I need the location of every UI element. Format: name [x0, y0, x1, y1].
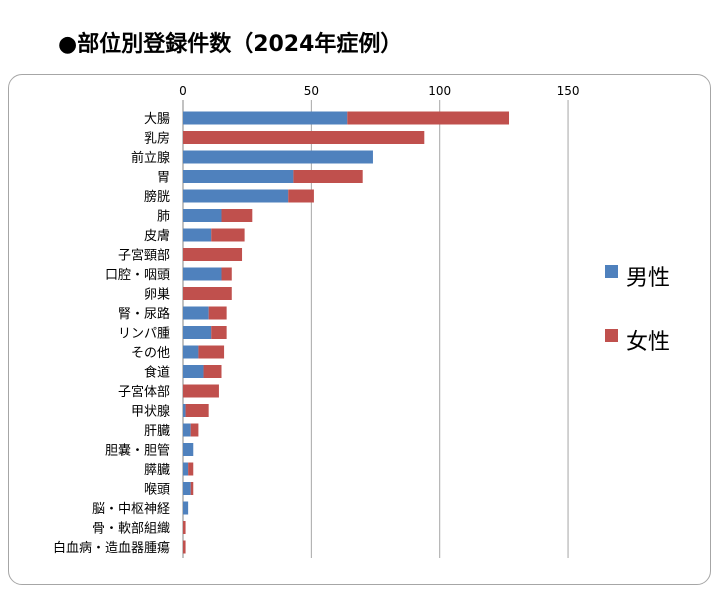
gridlines	[182, 100, 569, 558]
bar-female	[288, 189, 314, 203]
bar-male	[183, 150, 373, 164]
bar-female	[183, 287, 232, 300]
bar-female	[183, 540, 186, 554]
category-label: 子宮頸部	[118, 248, 170, 264]
x-tick-labels: 0 50 100 150	[179, 84, 579, 98]
bar-male	[183, 306, 209, 320]
bar-male	[183, 482, 191, 495]
x-tick-label: 50	[304, 84, 319, 98]
bar-female	[185, 404, 209, 417]
legend-label: 女性	[626, 330, 670, 355]
category-label: その他	[131, 346, 170, 361]
bar-male	[183, 423, 191, 437]
bar-male	[183, 170, 294, 183]
page-title: ●部位別登録件数（2024年症例）	[58, 32, 403, 57]
bar-female	[203, 365, 222, 378]
category-label: 肝臓	[144, 424, 170, 439]
category-label: 白血病・造血器腫瘍	[53, 540, 170, 556]
bar-female	[198, 345, 225, 359]
bar-male	[183, 326, 212, 339]
category-label: 喉頭	[144, 483, 170, 498]
bar-male	[183, 267, 222, 281]
category-label: 膵臓	[144, 463, 170, 478]
category-label: 口腔・咽頭	[105, 268, 170, 283]
x-tick-label: 100	[428, 84, 451, 98]
bar-male	[183, 189, 289, 203]
bar-male	[183, 501, 189, 515]
bar-male	[183, 345, 199, 359]
category-label: 膀胱	[144, 189, 170, 205]
bar-female	[188, 462, 194, 476]
bar-female	[221, 209, 253, 222]
bar-female	[190, 482, 194, 495]
category-label: 胆嚢・胆管	[105, 443, 170, 459]
bars	[183, 111, 510, 554]
category-label: 卵巣	[144, 288, 170, 303]
bar-male	[183, 111, 348, 125]
bar-female	[347, 111, 510, 125]
bar-female	[183, 384, 219, 398]
legend-swatch	[605, 329, 618, 342]
bar-male	[183, 209, 222, 222]
bar-female	[190, 423, 199, 437]
bar-female	[211, 326, 227, 339]
bar-male	[183, 404, 186, 417]
category-label: 甲状腺	[131, 405, 170, 420]
x-tick-label: 0	[179, 84, 187, 98]
category-label: 大腸	[144, 112, 170, 127]
bar-male	[183, 365, 204, 378]
category-label: 腎・尿路	[118, 306, 170, 322]
category-label: 皮膚	[144, 228, 170, 244]
bar-male	[183, 462, 189, 476]
category-label: 肺	[157, 210, 170, 225]
category-label: 食道	[144, 365, 170, 381]
category-label: 胃	[157, 171, 170, 186]
category-labels: 大腸乳房前立腺胃膀胱肺皮膚子宮頸部口腔・咽頭卵巣腎・尿路リンパ腫その他食道子宮体…	[53, 112, 170, 556]
bar-female	[221, 267, 232, 281]
bar-female	[183, 131, 425, 144]
bar-female	[208, 306, 227, 320]
category-label: 乳房	[144, 131, 170, 147]
bar-female	[183, 521, 186, 534]
category-label: リンパ腫	[118, 326, 170, 342]
bar-female	[211, 228, 245, 242]
bar-female	[293, 170, 363, 183]
category-label: 骨・軟部組織	[92, 521, 170, 537]
x-tick-label: 150	[557, 84, 580, 98]
category-label: 前立腺	[131, 150, 170, 166]
bar-male	[183, 443, 194, 456]
legend-swatch	[605, 265, 618, 278]
bar-male	[183, 228, 212, 242]
category-label: 子宮体部	[118, 384, 170, 400]
category-label: 脳・中枢神経	[92, 502, 170, 517]
bar-female	[183, 248, 243, 261]
legend-label: 男性	[626, 266, 670, 291]
